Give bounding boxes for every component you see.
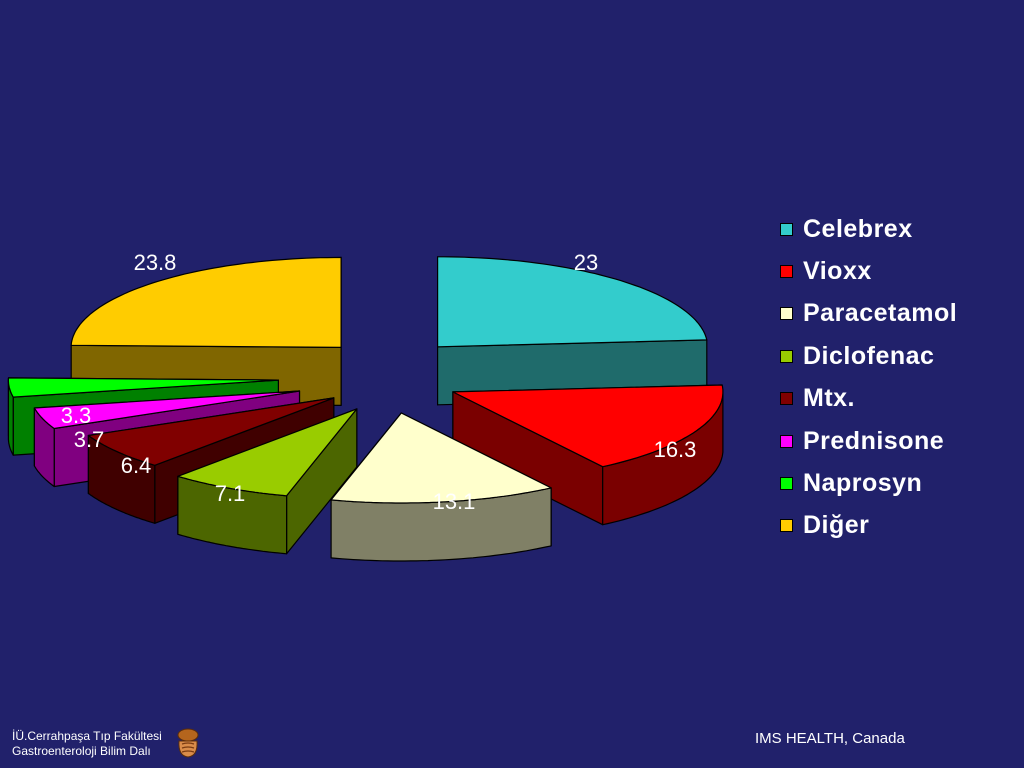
legend-swatch — [780, 222, 793, 236]
value-label-mtx: 6.4 — [121, 453, 152, 478]
legend-item-vioxx: Vioxx — [780, 250, 957, 292]
pie-slice-diclofenac — [177, 408, 358, 555]
legend-label: Vioxx — [803, 257, 872, 286]
legend-item-paracetamol: Paracetamol — [780, 293, 957, 335]
slice-top-face — [87, 397, 335, 466]
legend-swatch — [780, 349, 793, 363]
legend-item-naprosyn: Naprosyn — [780, 462, 957, 504]
pie-slice-celebrex — [437, 256, 708, 406]
legend-item-di-er: Diğer — [780, 505, 957, 547]
slice-top-face — [330, 412, 552, 504]
digestive-system-logo-icon — [177, 728, 199, 758]
slice-top-face — [33, 390, 301, 430]
institution-credit: İÜ.Cerrahpaşa Tıp Fakültesi Gastroentero… — [12, 729, 162, 759]
legend-item-mtx: Mtx. — [780, 378, 957, 420]
pie-value-labels: 23 16.3 13.1 7.1 6.4 3.73.3 23.8 — [61, 250, 697, 514]
legend-swatch — [780, 434, 793, 448]
data-source: IMS HEALTH, Canada — [755, 730, 905, 747]
legend-label: Diclofenac — [803, 341, 935, 370]
slice-top-face — [177, 408, 358, 497]
institution-line-2: Gastroenteroloji Bilim Dalı — [12, 744, 151, 758]
value-label-prednisone: 3.7 — [74, 427, 105, 452]
slice-top-face — [7, 377, 279, 398]
pie-slice-paracetamol — [330, 412, 552, 562]
value-label-paracetamol: 13.1 — [433, 489, 476, 514]
value-label-vioxx: 16.3 — [654, 437, 697, 462]
legend-swatch — [780, 307, 793, 321]
legend-label: Naprosyn — [803, 469, 923, 498]
legend-label: Prednisone — [803, 426, 945, 455]
legend-swatch — [780, 265, 793, 279]
legend-swatch — [780, 392, 793, 406]
legend-item-prednisone: Prednisone — [780, 420, 957, 462]
value-label-diclofenac: 7.1 — [215, 481, 246, 506]
chart-legend: Celebrex Vioxx Paracetamol Diclofenac Mtx. Pr… — [780, 208, 957, 547]
legend-item-celebrex: Celebrex — [780, 208, 957, 250]
slice-top-face — [70, 256, 342, 348]
legend-label: Mtx. — [803, 384, 855, 413]
legend-label: Celebrex — [803, 214, 913, 243]
value-label-naprosyn: 3.3 — [61, 403, 92, 428]
legend-swatch — [780, 519, 793, 533]
value-label-celebrex: 23 — [574, 250, 598, 275]
legend-item-diclofenac: Diclofenac — [780, 335, 957, 377]
pie-slices — [7, 256, 724, 562]
institution-line-1: İÜ.Cerrahpaşa Tıp Fakültesi — [12, 729, 162, 743]
pie-slice-vioxx — [452, 384, 724, 526]
legend-label: Diğer — [803, 511, 870, 540]
value-label-di-er: 23.8 — [134, 250, 177, 275]
legend-swatch — [780, 477, 793, 491]
legend-label: Paracetamol — [803, 299, 958, 328]
slice-top-face — [437, 256, 708, 348]
slice-top-face — [452, 384, 724, 468]
